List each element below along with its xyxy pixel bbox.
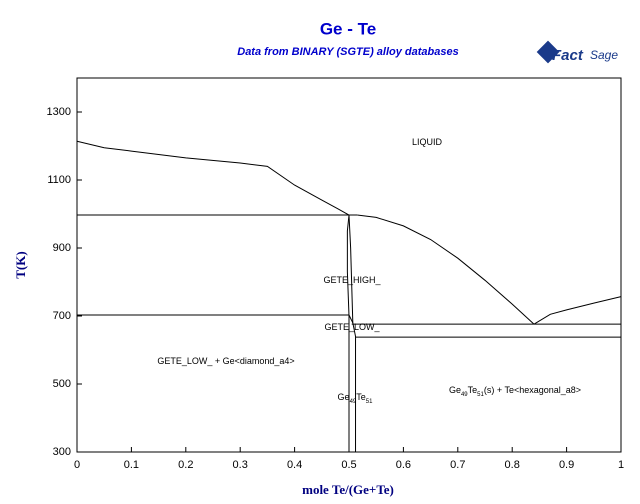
phase-boundary — [348, 314, 354, 324]
phase-boundary — [348, 214, 357, 452]
x-tick-label: 0.8 — [505, 459, 520, 471]
x-tick-label: 0.3 — [233, 459, 248, 471]
annotation-part: GETE_HIGH_ — [323, 275, 381, 285]
phase-boundary — [76, 140, 350, 216]
phase-boundary — [357, 214, 535, 325]
x-tick-label: 0.2 — [178, 459, 193, 471]
annotation: Ge49Te51 — [338, 392, 374, 404]
y-tick-label: 700 — [53, 310, 71, 322]
x-tick-label: 0.5 — [341, 459, 356, 471]
x-tick-label: 1 — [618, 459, 624, 471]
annotation-part: Te — [356, 392, 366, 402]
x-axis-label: mole Te/(Ge+Te) — [302, 482, 394, 497]
annotation-part: GETE_LOW_ — [324, 322, 380, 332]
annotation-part: 49 — [461, 392, 468, 398]
x-tick-label: 0.9 — [559, 459, 574, 471]
annotation-part: (s) + Te<hexagonal_a8> — [484, 385, 581, 395]
logo-text: Fact — [552, 47, 584, 64]
y-tick-label: 500 — [53, 378, 71, 390]
annotation-part: Ge — [449, 385, 461, 395]
annotation-part: Te — [468, 385, 478, 395]
chart-subtitle: Data from BINARY (SGTE) alloy databases — [237, 46, 459, 58]
y-tick-label: 1300 — [47, 106, 71, 118]
annotation-part: 51 — [366, 399, 373, 405]
logo: Fact Sage — [536, 40, 618, 64]
x-tick-label: 0.6 — [396, 459, 411, 471]
x-tick-label: 0 — [74, 459, 80, 471]
annotation: GETE_HIGH_ — [323, 275, 381, 285]
annotation: Ge49Te51(s) + Te<hexagonal_a8> — [449, 385, 581, 397]
annotation: GETE_LOW_ + Ge<diamond_a4> — [157, 356, 294, 366]
x-tick-label: 0.4 — [287, 459, 302, 471]
x-tick-label: 0.1 — [124, 459, 139, 471]
chart-title: Ge - Te — [320, 19, 376, 38]
y-axis-label: T(K) — [13, 251, 28, 278]
y-tick-label: 300 — [53, 446, 71, 458]
annotation: GETE_LOW_ — [324, 322, 380, 332]
x-tick-label: 0.7 — [450, 459, 465, 471]
phase-boundary — [533, 296, 622, 325]
logo-text: Sage — [590, 48, 618, 62]
y-tick-label: 900 — [53, 242, 71, 254]
annotation-part: GETE_LOW_ + Ge<diamond_a4> — [157, 356, 294, 366]
phase-boundary — [346, 214, 350, 452]
annotation-part: 51 — [477, 392, 484, 398]
y-tick-label: 1100 — [47, 174, 71, 186]
annotation-part: 49 — [350, 399, 357, 405]
annotation: LIQUID — [412, 137, 443, 147]
annotation-part: Ge — [338, 392, 350, 402]
annotation-part: LIQUID — [412, 137, 443, 147]
